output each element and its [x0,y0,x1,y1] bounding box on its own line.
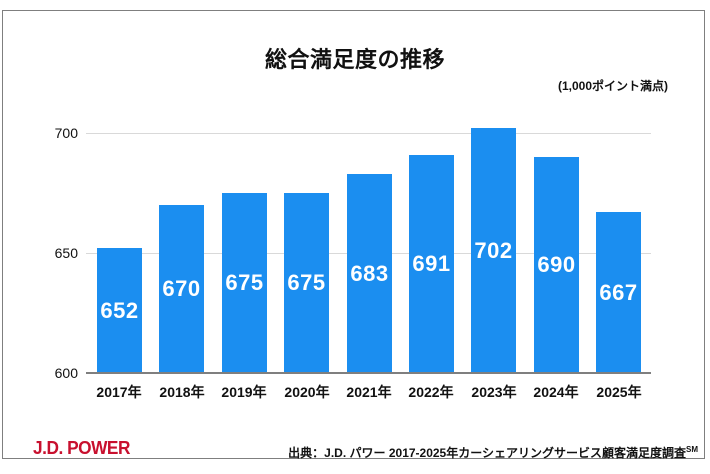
source-text: 出典：J.D. パワー 2017-2025年カーシェアリングサービス顧客満足度調… [288,446,686,460]
bar-value-label: 670 [162,276,201,301]
bar-value-label: 691 [412,251,451,276]
jdpower-logo: J.D. POWER [33,438,130,458]
x-axis-tick-2020年: 2020年 [284,384,330,400]
y-axis-tick-700: 700 [54,125,78,141]
x-axis-tick-2017年: 2017年 [96,384,142,400]
bar-2023年: 702 [471,128,516,373]
bar-value-label: 690 [537,252,576,277]
bar-value-label: 652 [100,297,139,323]
x-axis-tick-2024年: 2024年 [533,384,579,400]
bar-value-label: 702 [474,237,513,263]
x-axis-tick-2019年: 2019年 [221,384,267,400]
bar-value-label: 675 [225,270,264,295]
chart-subtitle: (1,000ポイント満点) [557,79,668,93]
x-axis-baseline [86,372,651,374]
bar-2019年: 675 [222,193,267,373]
bar-value-label: 683 [350,260,389,286]
x-axis-tick-2021年: 2021年 [346,384,392,400]
bar-2022年: 691 [409,155,454,373]
bar-2017年: 652 [97,248,142,373]
x-axis-tick-2023年: 2023年 [471,384,517,400]
y-axis-tick-600: 600 [54,365,78,381]
x-axis-tick-2018年: 2018年 [159,384,205,400]
source-superscript: SM [686,445,698,454]
bar-2025年: 667 [596,212,641,373]
bar-2018年: 670 [159,205,204,373]
bar-value-label: 675 [287,270,326,295]
bar-2024年: 690 [534,157,579,373]
bar-2021年: 683 [347,174,392,373]
bar-value-label: 667 [599,279,638,305]
gridline-700 [86,133,651,134]
y-axis-tick-650: 650 [54,245,78,261]
source-note: 出典：J.D. パワー 2017-2025年カーシェアリングサービス顧客満足度調… [288,442,698,461]
x-axis-tick-2022年: 2022年 [408,384,454,400]
x-axis-tick-2025年: 2025年 [596,384,642,400]
bar-2020年: 675 [284,193,329,373]
chart-title: 総合満足度の推移 [264,47,445,72]
